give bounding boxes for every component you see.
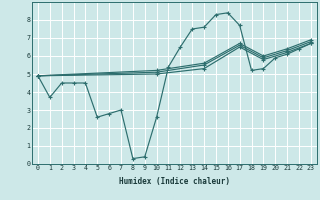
X-axis label: Humidex (Indice chaleur): Humidex (Indice chaleur) <box>119 177 230 186</box>
